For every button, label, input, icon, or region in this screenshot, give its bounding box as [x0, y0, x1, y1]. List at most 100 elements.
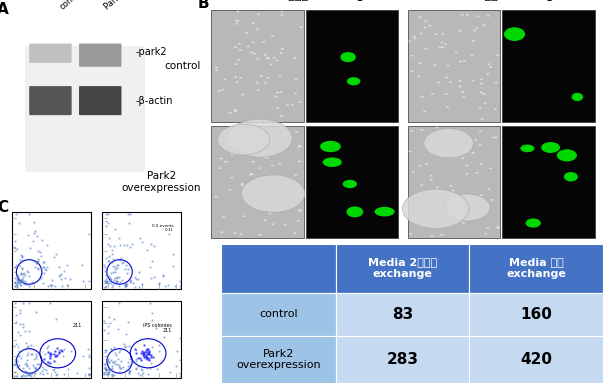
Point: [32, 258, 42, 264]
Point: [160, 283, 170, 289]
Point: [124, 343, 134, 349]
Circle shape: [231, 154, 234, 155]
Point: [9, 343, 19, 349]
Point: [78, 278, 88, 284]
Circle shape: [262, 41, 265, 43]
Bar: [221, 244, 336, 293]
Point: [18, 276, 28, 283]
Point: [10, 264, 20, 271]
Point: [13, 363, 23, 369]
Point: [17, 254, 27, 260]
Circle shape: [442, 46, 445, 48]
Circle shape: [264, 219, 267, 221]
Point: [115, 365, 125, 371]
Point: [108, 256, 118, 262]
Circle shape: [249, 174, 252, 175]
Circle shape: [276, 92, 279, 93]
Point: [51, 372, 61, 378]
Point: [31, 353, 41, 359]
Point: [36, 253, 46, 259]
Ellipse shape: [520, 145, 534, 152]
Point: [101, 283, 111, 289]
Point: [34, 361, 44, 367]
Circle shape: [417, 215, 420, 216]
Point: [20, 368, 30, 375]
Circle shape: [480, 194, 483, 196]
Point: [101, 223, 111, 229]
Point: [144, 348, 154, 354]
Point: [114, 349, 124, 355]
Point: [48, 367, 58, 373]
Circle shape: [445, 77, 448, 79]
Circle shape: [237, 59, 240, 61]
Point: [30, 365, 40, 372]
Point: [42, 344, 52, 351]
Bar: [211, 126, 304, 238]
Circle shape: [413, 38, 416, 39]
Point: [13, 344, 23, 350]
Point: [109, 316, 119, 322]
Point: [133, 370, 143, 376]
Point: [17, 278, 26, 284]
Point: [101, 218, 111, 224]
Point: [100, 365, 109, 371]
Point: [121, 262, 131, 268]
Point: [154, 342, 164, 348]
Point: [139, 352, 149, 358]
Point: [9, 373, 19, 379]
Point: [13, 277, 23, 283]
Circle shape: [479, 130, 482, 132]
Point: [17, 276, 27, 282]
Point: [116, 365, 125, 371]
Circle shape: [411, 55, 414, 57]
Circle shape: [496, 54, 499, 56]
Point: [101, 279, 111, 285]
Circle shape: [242, 175, 305, 212]
Point: [146, 360, 156, 366]
Point: [10, 269, 20, 275]
Point: [10, 356, 20, 362]
Point: [120, 266, 130, 272]
Circle shape: [461, 14, 464, 16]
Point: [11, 319, 21, 325]
Point: [10, 312, 20, 318]
Point: [144, 357, 154, 363]
Text: B: B: [197, 0, 209, 11]
Point: [108, 269, 118, 275]
Point: [125, 278, 135, 284]
Circle shape: [276, 59, 279, 61]
Point: [114, 283, 124, 289]
Point: [14, 279, 23, 285]
Point: [108, 363, 117, 369]
Text: Media 2일마다 exchange: Media 2일마다 exchange: [239, 0, 372, 1]
Point: [100, 363, 110, 370]
Point: [34, 360, 44, 366]
Point: [172, 363, 181, 370]
Point: [154, 280, 164, 286]
Circle shape: [252, 161, 255, 163]
Point: [16, 373, 26, 379]
Point: [52, 371, 62, 377]
Circle shape: [423, 110, 426, 112]
FancyBboxPatch shape: [79, 86, 122, 115]
Point: [20, 328, 30, 334]
Circle shape: [264, 201, 267, 203]
Point: [19, 281, 29, 287]
Point: [110, 266, 120, 272]
Point: [20, 272, 30, 278]
Bar: [25, 46, 145, 172]
Circle shape: [416, 219, 419, 221]
Circle shape: [215, 196, 218, 198]
Point: [114, 361, 124, 368]
Point: [47, 282, 57, 288]
Point: [14, 220, 24, 226]
Point: [140, 354, 150, 361]
Circle shape: [296, 220, 300, 222]
Point: [110, 361, 120, 367]
Point: [105, 275, 115, 281]
Point: [101, 272, 111, 278]
Point: [153, 366, 162, 372]
Text: 283: 283: [386, 352, 419, 367]
Point: [23, 372, 33, 378]
Circle shape: [466, 173, 469, 175]
